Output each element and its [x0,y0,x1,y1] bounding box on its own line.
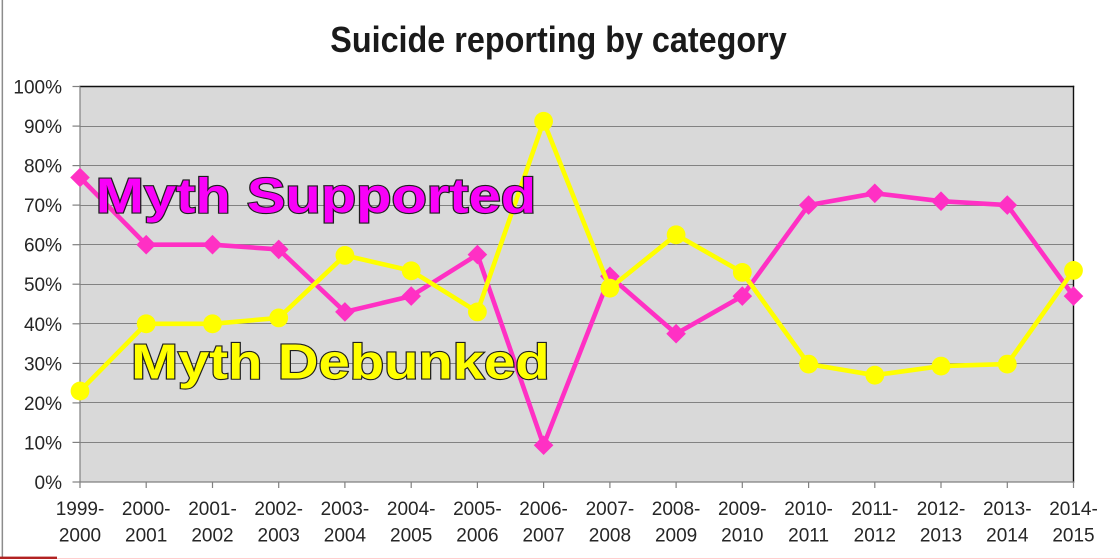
svg-text:2012-: 2012- [917,499,966,520]
svg-text:2009-: 2009- [718,499,767,520]
svg-text:Myth Debunked: Myth Debunked [131,335,549,390]
svg-text:2008: 2008 [589,526,631,547]
svg-text:Suicide reporting by category: Suicide reporting by category [330,19,787,60]
svg-text:2000-: 2000- [122,499,171,520]
svg-text:2000: 2000 [59,526,101,547]
svg-text:2003: 2003 [258,526,300,547]
svg-text:30%: 30% [24,354,62,375]
svg-text:2015: 2015 [1052,526,1094,547]
svg-text:60%: 60% [24,236,62,257]
svg-text:2010: 2010 [721,526,763,547]
svg-text:50%: 50% [24,275,62,296]
svg-text:2004: 2004 [324,526,367,547]
svg-text:2001: 2001 [125,526,167,547]
svg-text:2012: 2012 [854,526,896,547]
svg-text:2002: 2002 [191,526,233,547]
svg-text:2014-: 2014- [1049,499,1098,520]
svg-text:2008-: 2008- [652,499,701,520]
svg-text:2002-: 2002- [254,499,303,520]
svg-text:2001-: 2001- [188,499,237,520]
svg-text:100%: 100% [13,78,62,99]
svg-text:2010-: 2010- [784,499,833,520]
svg-text:2009: 2009 [655,526,697,547]
svg-text:2004-: 2004- [387,499,436,520]
svg-text:2006-: 2006- [519,499,568,520]
svg-text:2005: 2005 [390,526,432,547]
svg-text:2013: 2013 [920,526,962,547]
svg-text:2014: 2014 [986,526,1029,547]
svg-text:90%: 90% [24,117,62,138]
svg-text:40%: 40% [24,315,62,336]
svg-text:2006: 2006 [456,526,498,547]
svg-text:2007: 2007 [522,526,564,547]
svg-text:0%: 0% [35,473,63,494]
svg-text:Myth Supported: Myth Supported [96,169,536,224]
svg-text:10%: 10% [24,433,62,454]
svg-text:2005-: 2005- [453,499,502,520]
svg-text:1999-: 1999- [56,499,105,520]
svg-text:2007-: 2007- [586,499,635,520]
svg-text:2011-: 2011- [851,499,898,520]
svg-text:80%: 80% [24,157,62,178]
svg-text:2013-: 2013- [983,499,1032,520]
svg-text:2003-: 2003- [321,499,370,520]
svg-text:20%: 20% [24,394,62,415]
svg-text:2011: 2011 [788,526,829,547]
svg-text:70%: 70% [24,196,62,217]
